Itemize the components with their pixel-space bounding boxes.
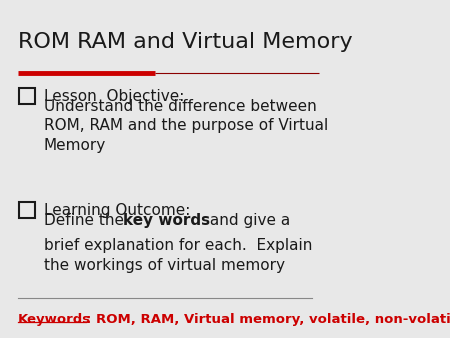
Text: Learning Outcome:: Learning Outcome: (44, 203, 190, 218)
Text: ROM RAM and Virtual Memory: ROM RAM and Virtual Memory (18, 31, 352, 52)
FancyBboxPatch shape (19, 88, 35, 104)
Text: Lesson  Objective:: Lesson Objective: (44, 89, 184, 104)
Text: Understand the difference between
ROM, RAM and the purpose of Virtual
Memory: Understand the difference between ROM, R… (44, 99, 328, 153)
Text: key words: key words (123, 213, 211, 227)
Text: : ROM, RAM, Virtual memory, volatile, non-volatile: : ROM, RAM, Virtual memory, volatile, no… (86, 313, 450, 326)
Text: and give a: and give a (205, 213, 290, 227)
Text: Define the: Define the (44, 213, 129, 227)
Text: Keywords: Keywords (18, 313, 91, 326)
FancyBboxPatch shape (19, 201, 35, 218)
Text: brief explanation for each.  Explain
the workings of virtual memory: brief explanation for each. Explain the … (44, 238, 312, 272)
